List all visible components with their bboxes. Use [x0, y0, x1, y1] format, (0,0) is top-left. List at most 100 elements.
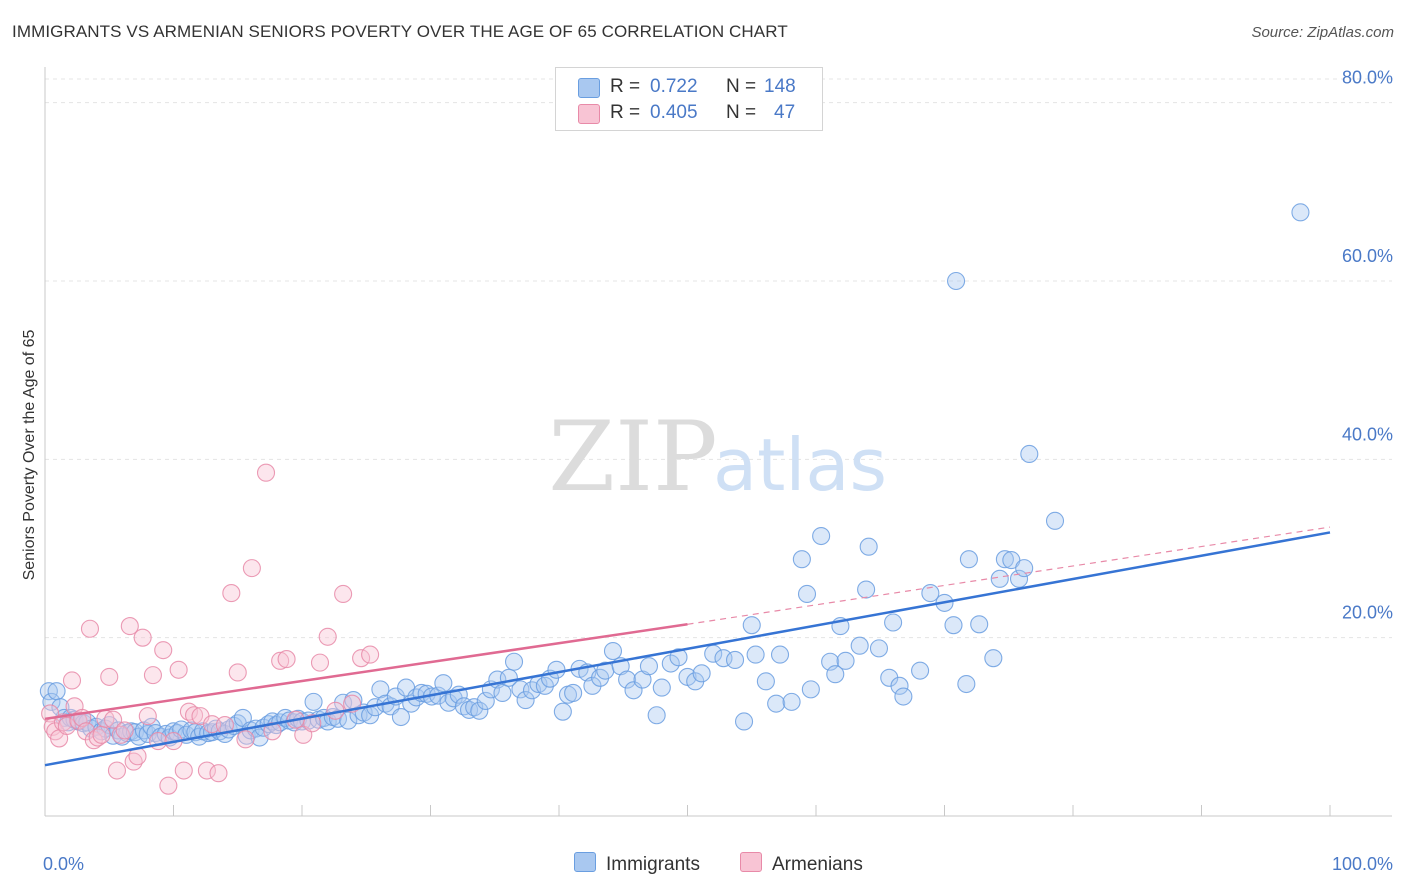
- watermark: ZIP atlas: [548, 401, 887, 513]
- series-legend-immigrants: Immigrants: [574, 852, 700, 876]
- watermark-zip: ZIP: [548, 401, 717, 513]
- data-point-immigrants: [944, 616, 963, 635]
- trend-lines: [44, 526, 1331, 767]
- data-point-immigrants: [742, 616, 761, 635]
- data-point-immigrants: [371, 680, 390, 699]
- data-point-armenians: [107, 761, 127, 780]
- data-point-immigrants: [553, 702, 572, 721]
- data-point-immigrants: [476, 691, 495, 711]
- data-point-immigrants: [734, 712, 754, 731]
- y-tick-label: 20.0%: [1342, 603, 1393, 623]
- data-point-immigrants: [957, 674, 976, 694]
- data-point-immigrants: [652, 678, 671, 697]
- data-point-armenians: [271, 651, 290, 670]
- data-point-immigrants: [767, 694, 786, 713]
- x-tick-label-max: 100.0%: [1332, 854, 1393, 874]
- series-swatch-immigrants: [574, 852, 596, 872]
- data-point-armenians: [154, 641, 173, 660]
- data-point-immigrants: [639, 657, 659, 676]
- data-point-immigrants: [859, 537, 878, 556]
- data-point-armenians: [334, 584, 353, 604]
- data-point-armenians: [236, 730, 255, 749]
- legend-swatch-immigrants: [578, 78, 600, 98]
- data-point-immigrants: [714, 649, 733, 668]
- data-point-armenians: [100, 667, 119, 686]
- data-point-immigrants: [603, 641, 623, 661]
- data-point-armenians: [222, 584, 241, 603]
- data-point-immigrants: [756, 672, 775, 691]
- data-point-immigrants: [1020, 444, 1039, 464]
- trend-extension-armenians: [687, 526, 1331, 625]
- data-point-armenians: [352, 649, 371, 668]
- data-point-armenians: [203, 715, 222, 734]
- data-point-armenians: [228, 663, 247, 682]
- y-tick-label: 60.0%: [1342, 246, 1393, 266]
- data-point-armenians: [120, 617, 139, 636]
- data-point-armenians: [115, 721, 134, 740]
- data-point-immigrants: [836, 651, 855, 670]
- legend-n-label: N =: [726, 76, 757, 97]
- series-swatch-armenians: [740, 852, 762, 872]
- data-point-immigrants: [826, 665, 845, 684]
- data-point-armenians: [185, 706, 204, 725]
- data-point-immigrants: [947, 271, 966, 291]
- x-tick-label-min: 0.0%: [43, 854, 84, 874]
- legend-r-label: R =: [610, 76, 641, 97]
- data-point-immigrants: [1002, 551, 1021, 570]
- data-point-immigrants: [746, 645, 765, 664]
- y-tick-label: 80.0%: [1342, 68, 1393, 88]
- data-point-immigrants: [516, 691, 535, 710]
- data-point-immigrants: [1045, 511, 1065, 530]
- series-armenians: [41, 463, 380, 795]
- correlation-legend: R = 0.722 N = 148 R = 0.405 N = 47: [555, 67, 823, 131]
- data-point-armenians: [159, 776, 178, 795]
- data-point-armenians: [92, 725, 111, 744]
- data-point-immigrants: [801, 680, 820, 699]
- data-point-immigrants: [812, 526, 831, 546]
- data-point-armenians: [361, 645, 380, 664]
- data-point-armenians: [169, 660, 188, 679]
- y-axis-label: Seniors Poverty Over the Age of 65: [21, 330, 38, 581]
- data-point-immigrants: [470, 701, 489, 720]
- series-label-armenians: Armenians: [772, 854, 863, 875]
- data-point-armenians: [80, 619, 100, 638]
- data-point-immigrants: [504, 652, 524, 671]
- data-point-armenians: [277, 650, 296, 669]
- data-point-armenians: [256, 463, 276, 482]
- data-point-armenians: [179, 702, 198, 721]
- data-point-immigrants: [339, 711, 358, 730]
- data-point-immigrants: [884, 613, 903, 632]
- data-point-armenians: [310, 653, 330, 672]
- data-point-armenians: [104, 710, 123, 729]
- data-point-immigrants: [995, 550, 1014, 569]
- data-point-armenians: [174, 761, 193, 780]
- tick-labels: 20.0% 40.0% 60.0% 80.0% 0.0% 100.0%: [43, 68, 1393, 874]
- data-point-armenians: [57, 716, 76, 735]
- data-point-immigrants: [850, 636, 869, 655]
- data-point-immigrants: [770, 645, 790, 664]
- legend-r-value: 0.405: [650, 102, 698, 123]
- source-credit: Source: ZipAtlas.com: [1251, 24, 1394, 41]
- legend-r-value: 0.722: [650, 76, 698, 97]
- data-point-immigrants: [39, 682, 58, 701]
- y-tick-label: 40.0%: [1342, 424, 1393, 444]
- legend-swatch-armenians: [578, 104, 600, 124]
- data-point-armenians: [133, 628, 152, 647]
- data-point-immigrants: [493, 683, 512, 703]
- data-point-armenians: [143, 666, 162, 685]
- data-point-immigrants: [304, 692, 323, 711]
- data-point-immigrants: [42, 692, 61, 711]
- data-point-armenians: [209, 764, 228, 783]
- data-point-immigrants: [984, 649, 1003, 668]
- data-point-immigrants: [792, 550, 811, 569]
- data-point-immigrants: [647, 706, 666, 725]
- data-point-immigrants: [911, 661, 930, 680]
- data-point-immigrants: [725, 650, 745, 670]
- data-point-immigrants: [857, 580, 876, 599]
- data-point-immigrants: [959, 550, 978, 569]
- data-point-immigrants: [782, 692, 801, 711]
- data-point-armenians: [149, 732, 168, 751]
- legend-r-label: R =: [610, 102, 641, 123]
- legend-n-value: 47: [774, 102, 796, 123]
